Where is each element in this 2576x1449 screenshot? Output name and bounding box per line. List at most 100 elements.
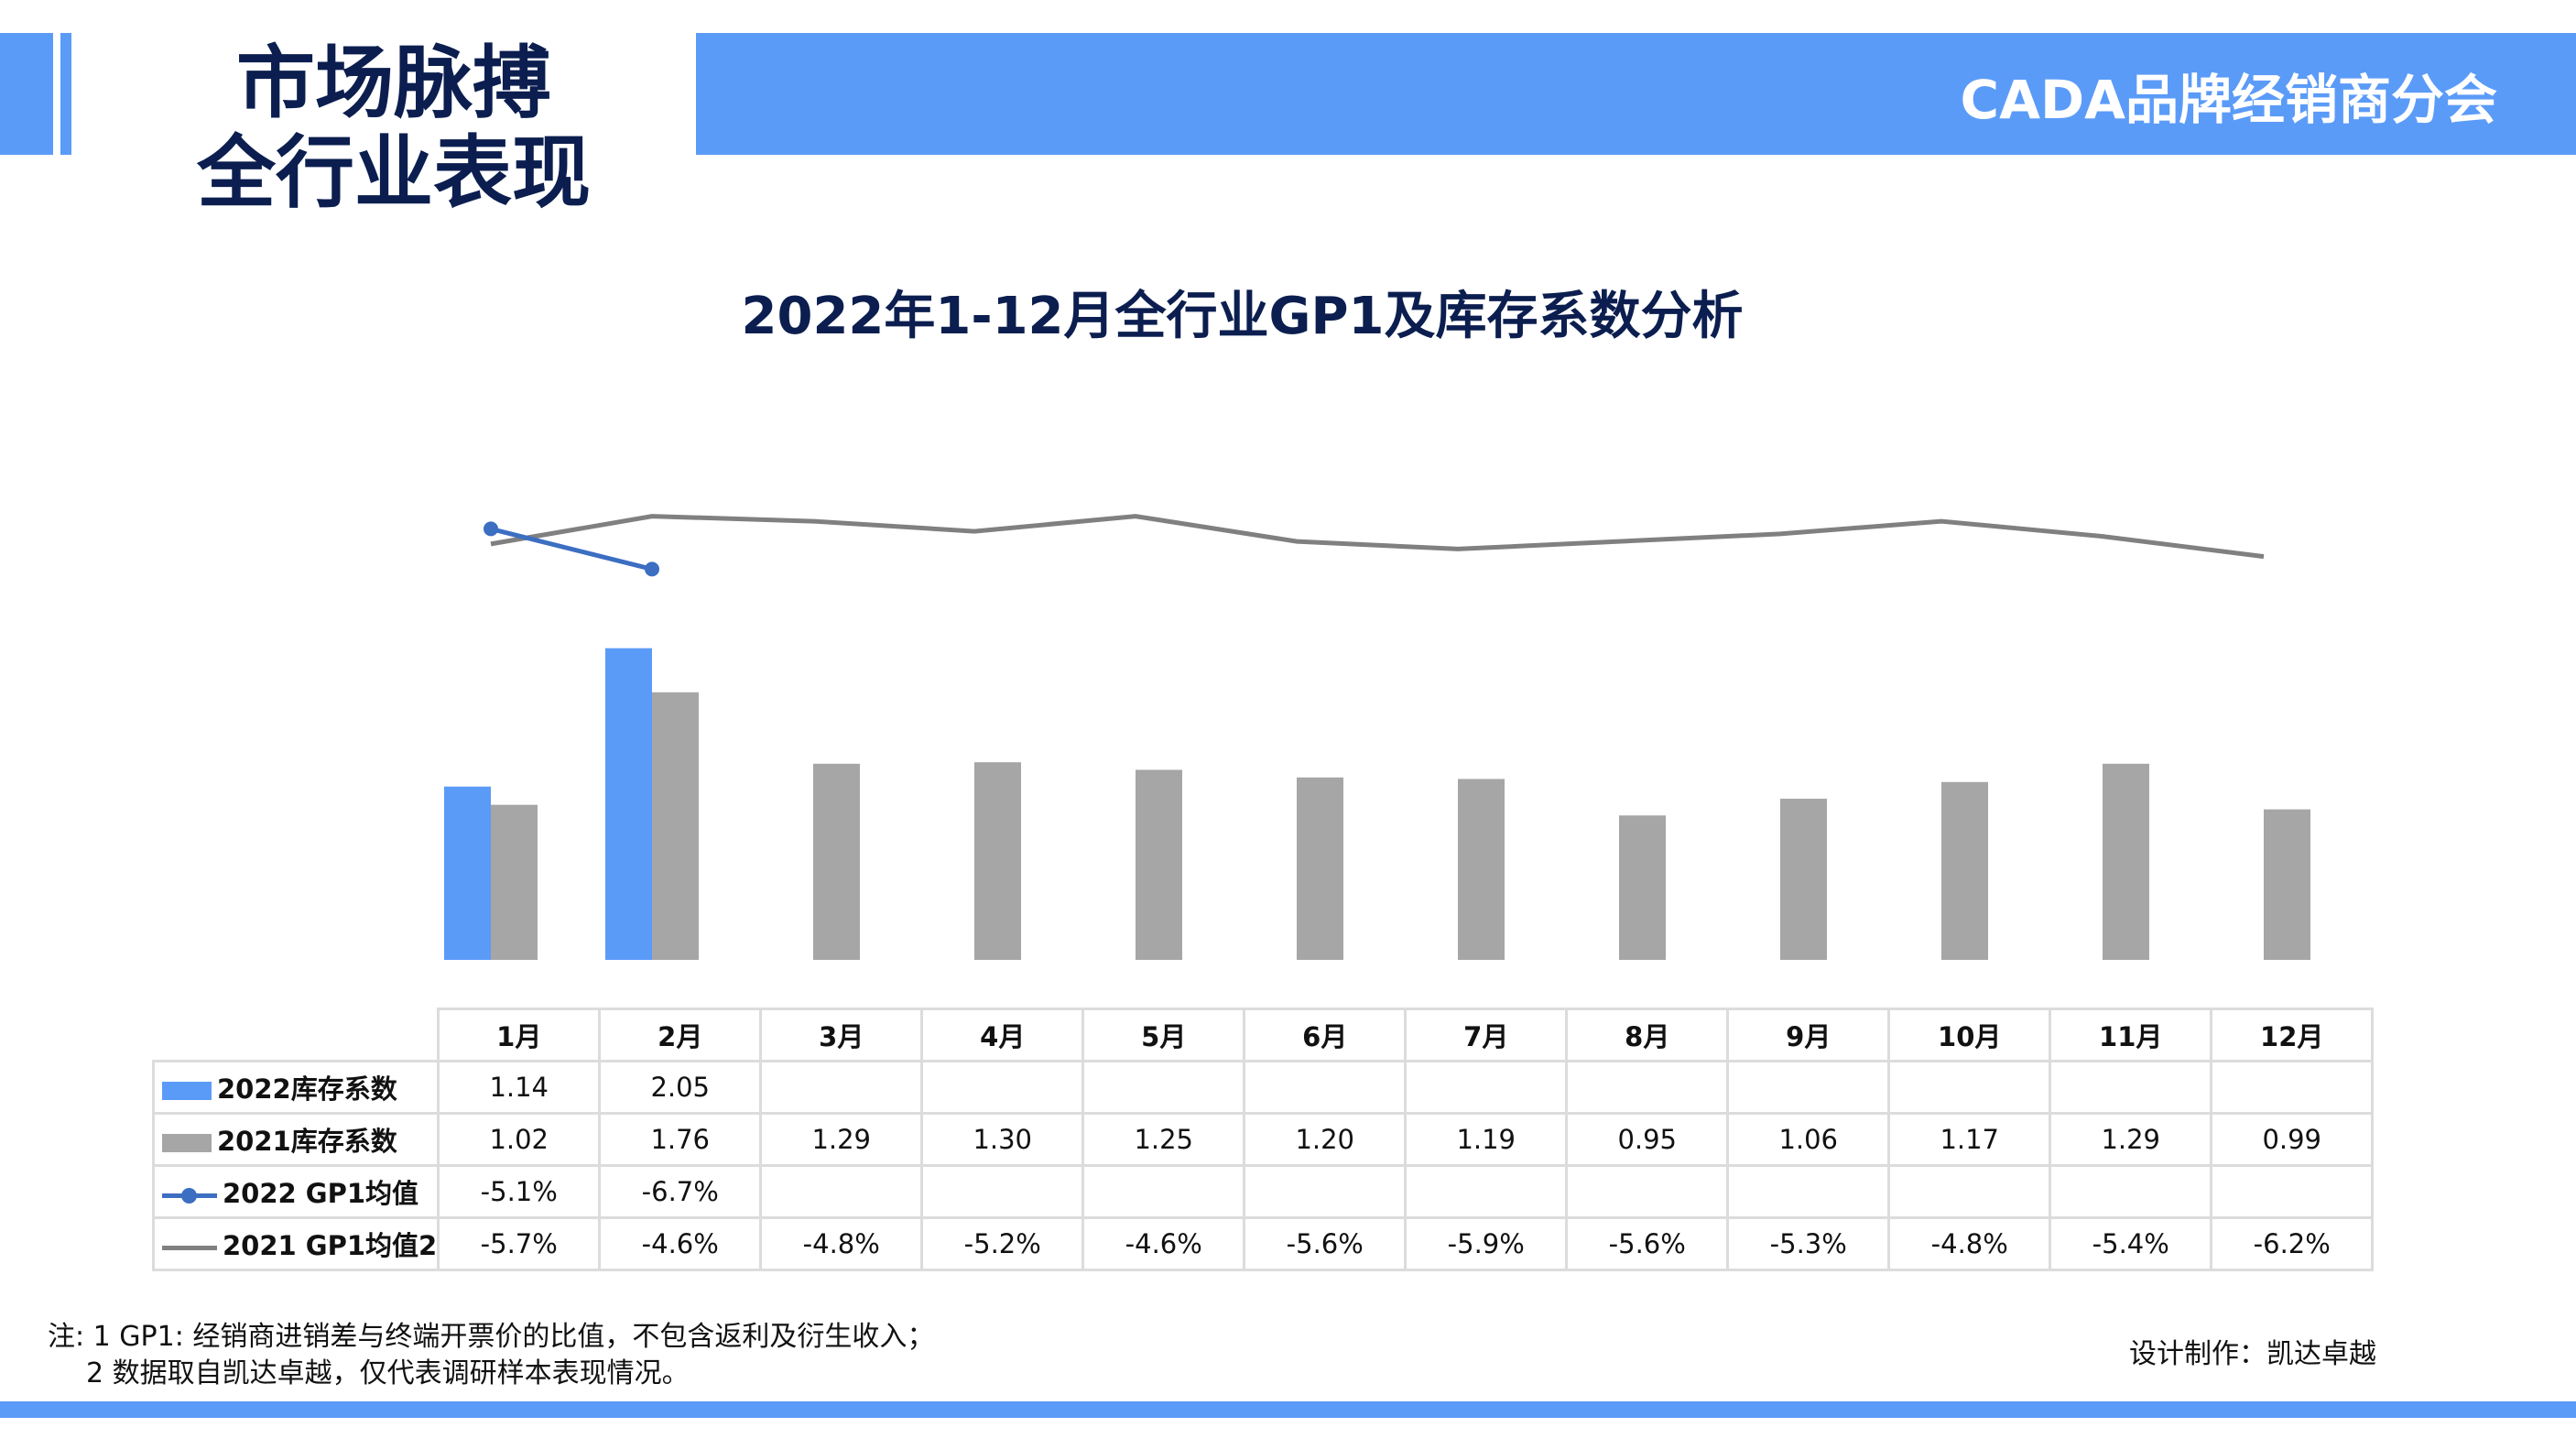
data-label: 1.06 <box>1726 1112 1891 1167</box>
data-label <box>1081 1164 1246 1219</box>
header-accent-bar <box>0 33 53 155</box>
data-label <box>1726 1060 1891 1115</box>
legend-swatch <box>162 1134 212 1152</box>
data-label: -5.4% <box>2049 1216 2213 1271</box>
data-label: 1.76 <box>598 1112 763 1167</box>
x-tick-label: 4月 <box>920 1008 1085 1062</box>
footnote-line1: 注: 1 GP1: 经销商进销差与终端开票价的比值，不包含返利及衍生收入； <box>48 1321 935 1353</box>
bar-2022-1 <box>444 786 491 960</box>
bar-2021-3 <box>813 763 860 960</box>
data-label: -4.6% <box>598 1216 763 1271</box>
legend-label: 2022库存系数 <box>217 1073 397 1105</box>
x-tick-label: 11月 <box>2049 1008 2213 1062</box>
data-label <box>2049 1060 2213 1115</box>
legend-entry-2021-gp1: 2021 GP1均值2 <box>151 1216 440 1271</box>
table-corner <box>153 1008 440 1062</box>
data-label: -5.1% <box>437 1164 602 1219</box>
footer-bar <box>0 1401 2576 1418</box>
data-label: -5.2% <box>920 1216 1085 1271</box>
x-tick-label: 2月 <box>598 1008 763 1062</box>
point-2022-gp1-2 <box>645 561 659 577</box>
bar-2021-8 <box>1619 815 1666 960</box>
data-label: -5.9% <box>1404 1216 1569 1271</box>
data-label: -5.6% <box>1565 1216 1730 1271</box>
data-label: 1.20 <box>1243 1112 1408 1167</box>
legend-entry-2022-inventory: 2022库存系数 <box>151 1060 440 1115</box>
bar-2021-9 <box>1780 799 1827 960</box>
data-label: -5.6% <box>1243 1216 1408 1271</box>
org-name: CADA品牌经销商分会 <box>1960 69 2498 131</box>
data-label: -4.8% <box>1887 1216 2052 1271</box>
data-label: 0.95 <box>1565 1112 1730 1167</box>
bar-2021-5 <box>1136 769 1182 960</box>
legend-label: 2021库存系数 <box>217 1126 397 1157</box>
bar-2021-7 <box>1458 779 1505 960</box>
data-label <box>920 1164 1085 1219</box>
credit: 设计制作：凯达卓越 <box>2129 1338 2376 1370</box>
x-tick-label: 3月 <box>759 1008 924 1062</box>
chart-title: 2022年1-12月全行业GP1及库存系数分析 <box>741 287 1744 346</box>
data-label: -5.3% <box>1726 1216 1891 1271</box>
data-label: 1.25 <box>1081 1112 1246 1167</box>
data-label: -6.2% <box>2210 1216 2375 1271</box>
data-label: 1.14 <box>437 1060 602 1115</box>
x-tick-label: 7月 <box>1404 1008 1569 1062</box>
data-label: 1.30 <box>920 1112 1085 1167</box>
data-label: -6.7% <box>598 1164 763 1219</box>
table-row-2022-gp1: 2022 GP1均值 -5.1% -6.7% <box>151 1164 2375 1219</box>
data-label <box>1887 1164 2052 1219</box>
bar-2021-11 <box>2103 763 2149 960</box>
x-tick-label: 1月 <box>437 1008 602 1062</box>
bar-2022-2 <box>605 648 652 960</box>
bar-2021-1 <box>491 804 538 960</box>
point-2022-gp1-1 <box>484 521 498 537</box>
table-row-2021-gp1: 2021 GP1均值2 -5.7% -4.6% -4.8% -5.2% -4.6% -5.6… <box>151 1216 2375 1271</box>
data-label: 1.29 <box>2049 1112 2213 1167</box>
data-table: 1月 2月 3月 4月 5月 6月 7月 8月 9月 10月 11月 12月 2022库存系数 1.14 2… <box>151 1008 2375 1271</box>
data-label: 1.02 <box>437 1112 602 1167</box>
section-title-line1: 市场脉搏 <box>236 38 551 129</box>
data-label: -4.6% <box>1081 1216 1246 1271</box>
legend-label: 2021 GP1均值2 <box>223 1230 438 1261</box>
data-label <box>1404 1060 1569 1115</box>
bar-2021-12 <box>2264 809 2310 960</box>
legend-label: 2022 GP1均值 <box>223 1178 419 1209</box>
data-label <box>2210 1164 2375 1219</box>
data-label <box>2210 1060 2375 1115</box>
legend-entry-2022-gp1: 2022 GP1均值 <box>151 1164 440 1219</box>
data-label <box>1565 1164 1730 1219</box>
data-label <box>1726 1164 1891 1219</box>
bar-2021-2 <box>652 692 699 960</box>
data-label: -5.7% <box>437 1216 602 1271</box>
data-label: 1.17 <box>1887 1112 2052 1167</box>
x-tick-label: 9月 <box>1726 1008 1891 1062</box>
bar-2021-4 <box>974 762 1021 960</box>
data-label <box>759 1164 924 1219</box>
data-label <box>1404 1164 1569 1219</box>
x-tick-label: 6月 <box>1243 1008 1408 1062</box>
data-label <box>1565 1060 1730 1115</box>
legend-marker-icon <box>181 1187 197 1204</box>
data-label <box>759 1060 924 1115</box>
bar-2021-6 <box>1297 777 1343 960</box>
data-label <box>2049 1164 2213 1219</box>
data-label: -4.8% <box>759 1216 924 1271</box>
header-band <box>696 33 2576 155</box>
data-label <box>920 1060 1085 1115</box>
x-tick-label: 10月 <box>1887 1008 2052 1062</box>
bar-2021-10 <box>1941 781 1988 960</box>
legend-swatch <box>162 1187 217 1204</box>
data-label <box>1243 1060 1408 1115</box>
x-tick-label: 8月 <box>1565 1008 1730 1062</box>
legend-entry-2021-inventory: 2021库存系数 <box>151 1112 440 1167</box>
data-label: 1.19 <box>1404 1112 1569 1167</box>
line-2021-gp1 <box>490 514 2265 560</box>
footnote-line2: 2 数据取自凯达卓越，仅代表调研样本表现情况。 <box>86 1357 690 1389</box>
data-label <box>1243 1164 1408 1219</box>
footnote: 注: 1 GP1: 经销商进销差与终端开票价的比值，不包含返利及衍生收入； 2 … <box>48 1319 934 1392</box>
data-label: 2.05 <box>598 1060 763 1115</box>
data-label: 0.99 <box>2210 1112 2375 1167</box>
legend-swatch <box>162 1082 212 1100</box>
data-label <box>1887 1060 2052 1115</box>
combo-chart <box>444 514 2310 960</box>
